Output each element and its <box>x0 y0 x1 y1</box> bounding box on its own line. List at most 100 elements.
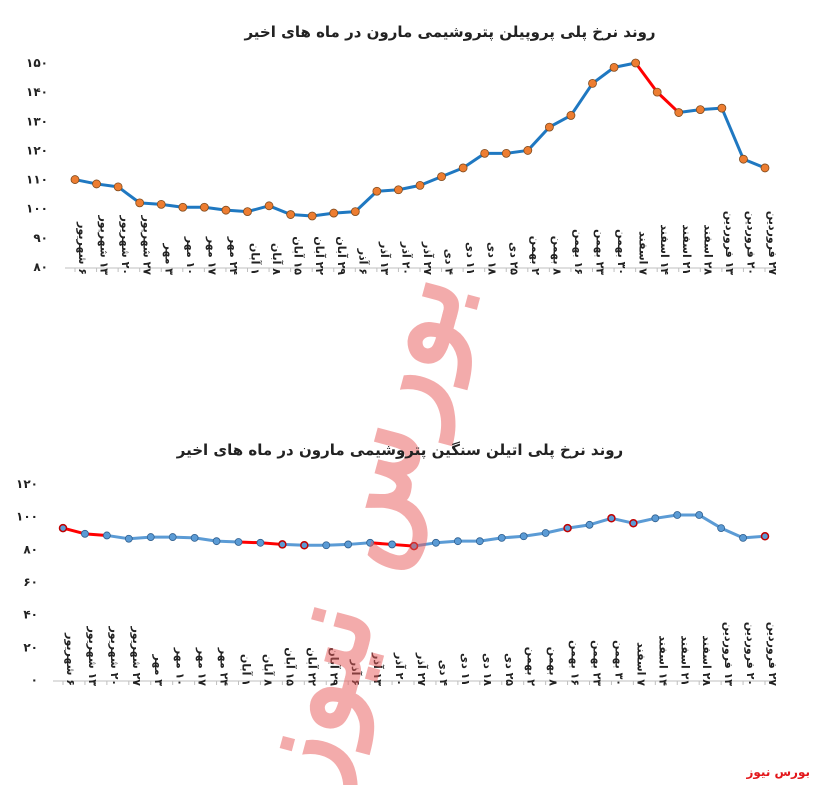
x-category-label: ۲۲ آبان <box>313 236 327 275</box>
data-point <box>190 534 199 542</box>
data-point <box>760 532 770 541</box>
x-category-label: ۲۵ دی <box>503 653 516 686</box>
data-point <box>243 207 252 217</box>
y-tick-label: ۱۴۰ <box>26 85 48 99</box>
chart1-y-axis: ۸۰ ۹۰ ۱۰۰ ۱۱۰ ۱۲۰ ۱۳۰ ۱۴۰ ۱۵۰ <box>26 56 48 274</box>
data-point <box>739 154 748 164</box>
x-category-label: ۶ شهریور <box>64 632 77 686</box>
data-point <box>609 62 619 72</box>
x-category-label: ۴ دی <box>443 249 456 276</box>
x-category-label: ۱۸ دی <box>481 653 494 686</box>
data-point <box>453 537 462 546</box>
x-category-label: ۲ بهمن <box>529 236 542 276</box>
data-point <box>475 537 484 546</box>
y-tick-label: ۱۰۰ <box>16 510 38 524</box>
data-point <box>673 511 682 519</box>
chart1-x-axis: ۶ شهریور ۱۳ شهریور ۲۰ شهریور ۲۷ شهریور ۳ مهر… <box>74 211 779 276</box>
x-category-label: ۱۶ بهمن <box>572 229 585 275</box>
data-point <box>300 541 309 550</box>
x-category-label: ۷ اسفند <box>637 231 650 275</box>
data-point <box>523 146 533 155</box>
x-category-label: ۱۱ دی <box>464 242 477 275</box>
x-category-label: ۲۴ مهر <box>227 236 240 275</box>
watermark-logo: بورس نیوز <box>216 254 494 785</box>
x-category-label: ۲۵ دی <box>507 242 520 275</box>
x-category-label: ۲۰ آذر <box>399 241 413 275</box>
x-category-label: ۶ آذر <box>349 659 363 686</box>
x-category-label: ۲۴ مهر <box>218 647 231 686</box>
x-category-label: ۲۹ آبان <box>335 236 349 275</box>
source-label: بورس نیوز <box>746 765 810 779</box>
data-point <box>350 207 360 217</box>
x-category-label: ۱۵ آبان <box>292 236 306 275</box>
x-category-label: ۱۵ آبان <box>283 647 297 686</box>
x-category-label: ۳ مهر <box>162 243 175 276</box>
x-category-label: ۶ شهریور <box>76 221 89 275</box>
y-tick-label: ۶۰ <box>23 575 38 589</box>
data-point <box>695 105 705 115</box>
x-category-label: ۲۹ آبان <box>327 647 341 686</box>
x-category-label: ۸ آبان <box>270 243 284 275</box>
series-segment <box>591 65 616 85</box>
x-category-label: ۲۳ بهمن <box>591 640 604 686</box>
x-category-label: ۲۷ شهریور <box>130 625 143 686</box>
data-point <box>760 163 770 173</box>
x-category-label: ۳۰ بهمن <box>615 229 628 275</box>
x-category-label: ۷ اسفند <box>634 642 647 686</box>
data-point <box>221 205 231 215</box>
data-point <box>519 532 528 541</box>
data-point <box>739 534 747 542</box>
hdpe-price-chart: ۰ ۲۰ ۴۰ ۶۰ ۸۰ ۱۰۰ ۱۲۰ ۶ شهریور ۱۳ شهریور ۲۰ شهری… <box>16 477 779 687</box>
data-point <box>124 534 133 543</box>
chart1-title: روند نرخ پلی پروپیلن پتروشیمی مارون در م… <box>243 23 655 42</box>
y-tick-label: ۴۰ <box>23 608 38 622</box>
y-tick-label: ۱۲۰ <box>16 477 38 491</box>
x-category-label: ۱۸ دی <box>486 242 499 275</box>
data-point <box>629 518 638 528</box>
x-category-label: ۳۰ بهمن <box>612 640 625 686</box>
x-category-label: ۲۰ آذر <box>393 652 407 686</box>
series-segment <box>720 106 745 161</box>
data-point <box>409 541 419 551</box>
x-category-label: ۲۷ فروردین <box>766 211 779 275</box>
series-segment <box>634 61 659 94</box>
data-point <box>480 148 490 158</box>
data-point <box>113 182 123 192</box>
data-point <box>92 179 101 189</box>
chart2-x-axis: ۶ شهریور ۱۳ شهریور ۲۰ شهریور ۲۷ شهریور ۳ مهر… <box>62 622 779 687</box>
data-point <box>278 540 287 549</box>
data-point <box>168 533 177 541</box>
data-point <box>199 202 209 212</box>
series-segment <box>353 189 379 214</box>
data-point <box>394 185 403 195</box>
data-point <box>437 172 446 182</box>
y-tick-label: ۱۳۰ <box>26 114 48 128</box>
series-segment <box>719 526 745 540</box>
x-category-label: ۲۷ شهریور <box>141 214 154 275</box>
y-tick-label: ۱۱۰ <box>26 173 48 187</box>
x-category-label: ۱۳ آذر <box>378 241 392 275</box>
x-category-label: ۲۱ اسفند <box>680 224 693 275</box>
x-category-label: ۲ بهمن <box>525 647 538 687</box>
data-point <box>432 538 440 547</box>
x-category-label: ۲۰ فروردین <box>744 622 757 686</box>
data-point <box>58 523 68 533</box>
data-point <box>566 111 576 120</box>
x-category-label: ۱۷ مهر <box>205 236 218 275</box>
x-category-label: ۱۳ شهریور <box>98 214 111 275</box>
data-point <box>607 514 616 523</box>
data-point <box>544 122 554 132</box>
x-category-label: ۱۳ فروردین <box>723 211 736 275</box>
data-point <box>102 531 111 540</box>
x-category-label: ۱۶ بهمن <box>569 640 582 686</box>
x-category-label: ۲۲ آبان <box>305 647 319 686</box>
data-point <box>329 208 339 218</box>
data-point <box>588 79 597 88</box>
data-point <box>178 202 188 212</box>
y-tick-label: ۲۰ <box>23 640 38 654</box>
data-point <box>563 523 572 533</box>
x-category-label: ۱ آبان <box>249 243 263 275</box>
x-category-label: ۲۷ آذر <box>421 241 435 275</box>
y-tick-label: ۱۲۰ <box>26 143 48 157</box>
